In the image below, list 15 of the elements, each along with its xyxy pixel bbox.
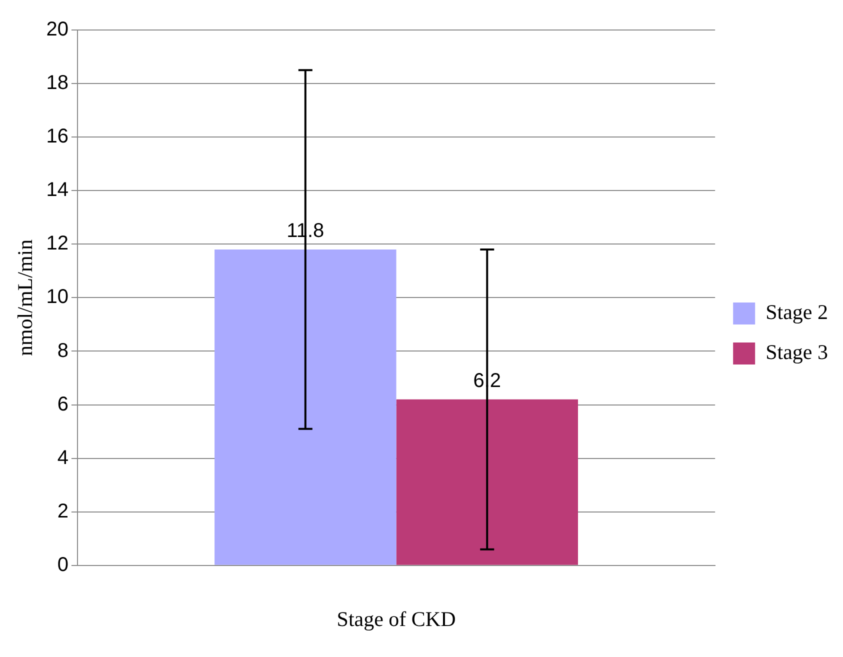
- legend-label: Stage 2: [766, 300, 828, 324]
- legend-label: Stage 3: [766, 340, 828, 364]
- y-axis-title: nmol/mL/min: [13, 238, 38, 356]
- y-tick-label: 8: [57, 340, 68, 362]
- y-tick-label: 6: [57, 393, 68, 416]
- y-tick-label: 2: [57, 500, 68, 522]
- y-tick-label: 10: [46, 286, 68, 308]
- x-axis-title: Stage of CKD: [336, 606, 456, 631]
- y-tick-label: 12: [46, 232, 68, 255]
- y-tick-label: 20: [46, 18, 68, 41]
- y-tick-label: 18: [46, 72, 68, 94]
- y-tick-label: 16: [46, 126, 68, 148]
- y-tick-label: 4: [57, 446, 68, 469]
- y-tick-label: 0: [57, 554, 68, 576]
- y-tick-label: 14: [46, 179, 68, 202]
